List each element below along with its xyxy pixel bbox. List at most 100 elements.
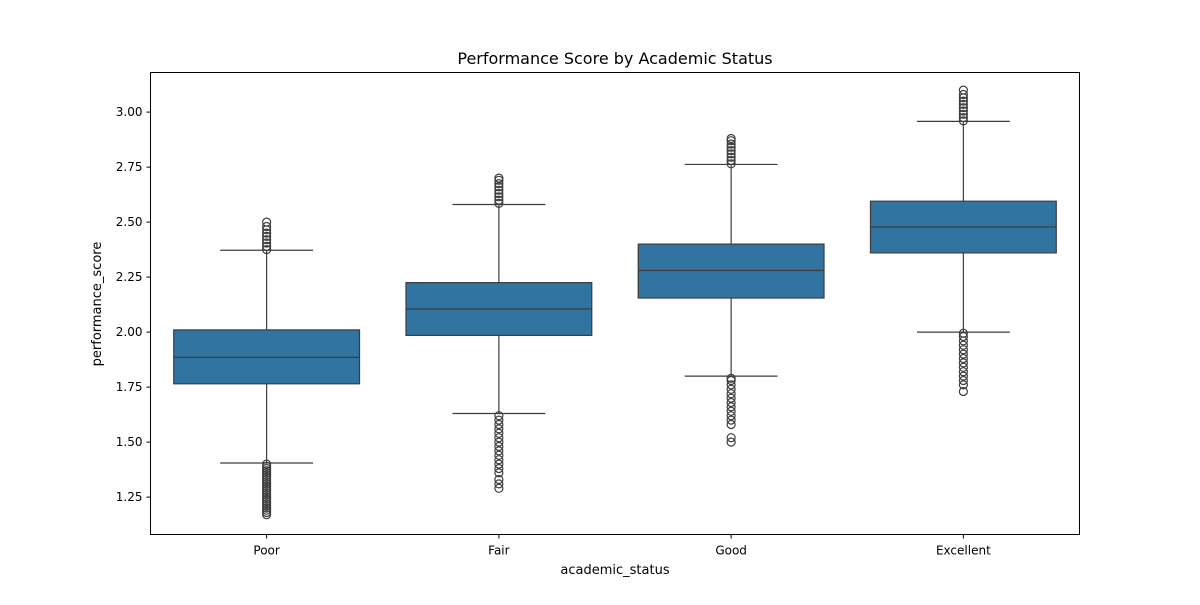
y-tick-label: 1.75 [116,380,143,394]
outlier-point [726,393,736,403]
outlier-point [726,142,736,152]
outlier-point [958,367,968,377]
outlier-point [958,96,968,106]
outlier-point [494,483,504,493]
outlier-point [726,402,736,412]
outlier-point [958,116,968,126]
y-tick-label: 1.25 [116,490,143,504]
outlier-point [494,411,504,421]
outlier-point [958,386,968,397]
outlier-point [262,228,272,238]
outlier-point [726,139,736,149]
outlier-point [958,328,968,338]
outlier-point [494,195,504,205]
outlier-point [262,231,272,241]
x-tick-label: Good [715,544,747,558]
outlier-point [958,109,968,119]
outlier-point [726,389,736,399]
outlier-point [262,217,272,227]
outlier-point [494,474,504,485]
outlier-point [726,380,736,390]
outlier-point [958,85,968,95]
x-tick-label: Excellent [936,544,991,558]
y-tick-label: 3.00 [116,105,143,119]
outlier-point [726,159,736,169]
outlier-point [494,179,504,189]
outlier-point [494,188,504,199]
x-axis-label: academic_status [560,563,669,578]
outlier-point [958,353,968,364]
outlier-point [494,479,504,489]
outlier-point [494,446,504,456]
outlier-point [726,146,736,156]
y-tick-label: 2.75 [116,160,143,174]
outlier-point [494,433,504,443]
y-tick-label: 2.50 [116,215,143,229]
outlier-point [726,397,736,408]
outlier-point [494,428,504,438]
plot-area [173,85,1057,520]
outlier-point [726,415,736,425]
box-group-excellent [869,85,1057,397]
outlier-point [726,149,736,159]
outlier-point [958,345,968,355]
outlier-point [958,340,968,350]
x-tick-label: Fair [488,544,509,558]
outlier-point [726,419,736,430]
outlier-point [958,99,968,110]
outlier-point [494,455,504,465]
outlier-point [262,459,272,469]
y-tick-label: 2.25 [116,270,143,284]
outlier-point [726,411,736,421]
outlier-point [494,463,504,474]
outlier-point [262,238,272,248]
outlier-point [262,235,272,245]
y-axis-label: performance_score [90,242,105,367]
outlier-point [494,459,504,469]
outlier-point [726,437,736,447]
outlier-point [726,406,736,416]
outlier-point [494,419,504,430]
axes: 1.25 1.50 1.75 2.00 2.25 2.50 2.75 3.00 Poor Fair… [116,105,991,557]
outlier-point [494,424,504,434]
outlier-point [494,185,504,195]
outlier-point [262,221,272,232]
outlier-point [494,441,504,452]
outlier-point [494,468,504,478]
outlier-point [958,331,968,342]
box-group-fair [405,173,593,493]
outlier-point [958,358,968,368]
outlier-point [726,133,736,144]
outlier-point [726,373,736,383]
x-tick-label: Poor [253,544,279,558]
outlier-point [494,198,504,208]
outlier-point [494,415,504,425]
outlier-point [958,349,968,359]
outlier-point [958,89,968,100]
outlier-point [494,450,504,460]
outlier-point [494,173,504,183]
plot-frame [150,72,1080,535]
y-tick-label: 1.50 [116,435,143,449]
outlier-point [494,437,504,447]
outlier-point [958,371,968,381]
outlier-point [726,384,736,394]
box-group-good [637,133,825,447]
outlier-point [958,106,968,116]
outlier-point [958,375,968,386]
outlier-point [958,103,968,113]
outlier-point [958,380,968,390]
outlier-point [726,433,736,443]
outlier-point [262,241,272,251]
outlier-point [958,362,968,372]
outlier-point [726,155,736,166]
outlier-point [726,152,736,162]
chart-title: Performance Score by Academic Status [457,49,772,68]
outlier-point [958,112,968,123]
y-tick-label: 2.00 [116,325,143,339]
outlier-point [494,192,504,202]
outlier-point [494,182,504,192]
